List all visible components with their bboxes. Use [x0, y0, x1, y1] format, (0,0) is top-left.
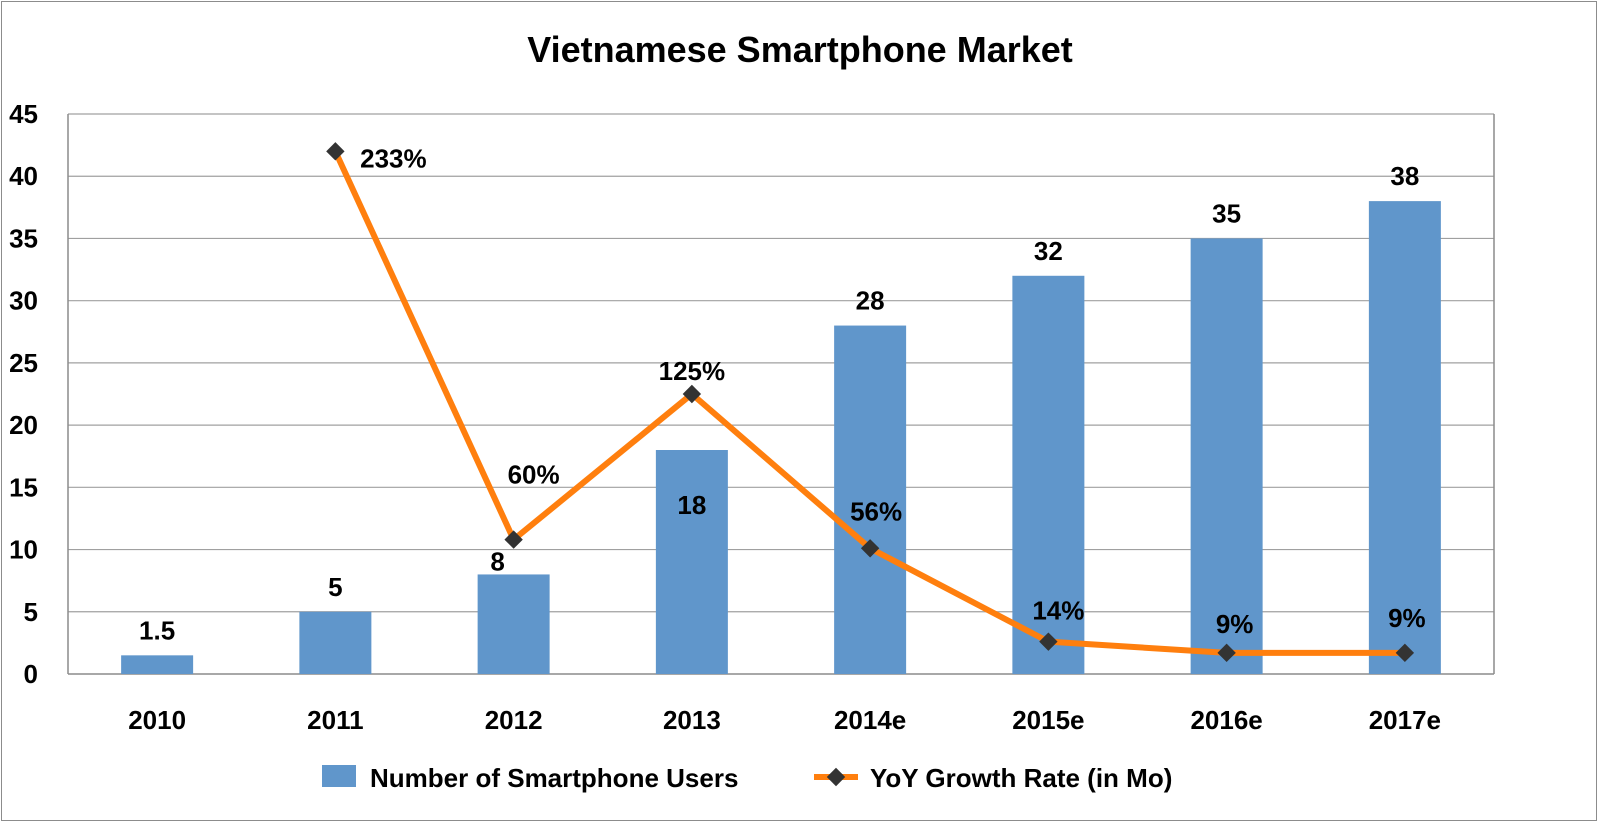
bar-data-label: 8: [490, 546, 504, 576]
x-tick-label: 2011: [307, 705, 363, 735]
legend-line-marker: [826, 767, 846, 787]
y-tick-label: 20: [9, 410, 38, 440]
x-tick-label: 2013: [663, 705, 721, 735]
y-tick-label: 0: [24, 659, 38, 689]
y-tick-label: 40: [9, 161, 38, 191]
growth-data-label: 125%: [659, 356, 726, 386]
line-series: [326, 142, 1415, 663]
y-tick-label: 35: [9, 223, 38, 253]
bar-data-label: 35: [1212, 198, 1241, 228]
x-tick-label: 2014e: [834, 705, 906, 735]
growth-data-label: 233%: [360, 143, 427, 173]
axes: 0 5 10 15 20 25 30 35 40 45 2010 2011 2012 2013 2014e 2…: [9, 99, 1495, 735]
bar: [477, 574, 550, 674]
bar: [655, 450, 728, 674]
bar-data-label: 28: [856, 286, 885, 316]
bar: [1190, 238, 1263, 674]
legend-line-label: YoY Growth Rate (in Mo): [870, 763, 1172, 793]
bar-series: [121, 201, 1441, 674]
y-tick-label: 10: [9, 535, 38, 565]
growth-marker: [1217, 643, 1236, 663]
bar: [121, 655, 194, 674]
legend-bar-label: Number of Smartphone Users: [370, 763, 738, 793]
growth-data-label: 14%: [1032, 596, 1084, 626]
bar: [1012, 275, 1085, 674]
growth-marker: [682, 384, 702, 404]
legend: Number of Smartphone Users YoY Growth Ra…: [322, 763, 1172, 793]
bar: [1368, 201, 1441, 674]
x-tick-label: 2016e: [1190, 705, 1262, 735]
bar-data-label: 1.5: [139, 615, 175, 645]
chart-title: Vietnamese Smartphone Market: [527, 29, 1073, 70]
x-tick-label: 2017e: [1369, 705, 1441, 735]
bar-data-label: 18: [677, 490, 706, 520]
x-tick-label: 2012: [485, 705, 543, 735]
growth-data-label: 56%: [850, 496, 902, 526]
y-tick-label: 45: [9, 99, 38, 129]
bar-data-labels: 1.5 5 8 18 28 32 35 38: [139, 161, 1419, 645]
y-tick-label: 15: [9, 472, 38, 502]
legend-bar-swatch: [322, 765, 356, 787]
bar-data-label: 38: [1390, 161, 1419, 191]
bar: [299, 611, 372, 674]
growth-data-label: 60%: [508, 460, 560, 490]
growth-data-label: 9%: [1216, 609, 1254, 639]
bar-data-label: 32: [1034, 236, 1063, 266]
y-tick-label: 5: [24, 597, 38, 627]
bar-data-label: 5: [328, 572, 342, 602]
growth-marker: [860, 539, 880, 558]
x-tick-label: 2010: [128, 705, 186, 735]
growth-marker: [1395, 643, 1415, 663]
y-tick-label: 25: [9, 348, 38, 378]
gridlines: [68, 113, 1494, 675]
line-data-labels: 233% 60% 125% 56% 14% 9% 9%: [360, 143, 1426, 639]
growth-marker: [504, 530, 523, 549]
growth-data-label: 9%: [1388, 603, 1426, 633]
x-tick-label: 2015e: [1012, 705, 1084, 735]
growth-marker: [326, 142, 345, 161]
y-tick-label: 30: [9, 286, 38, 316]
growth-marker: [1039, 632, 1058, 651]
bar: [834, 325, 907, 674]
